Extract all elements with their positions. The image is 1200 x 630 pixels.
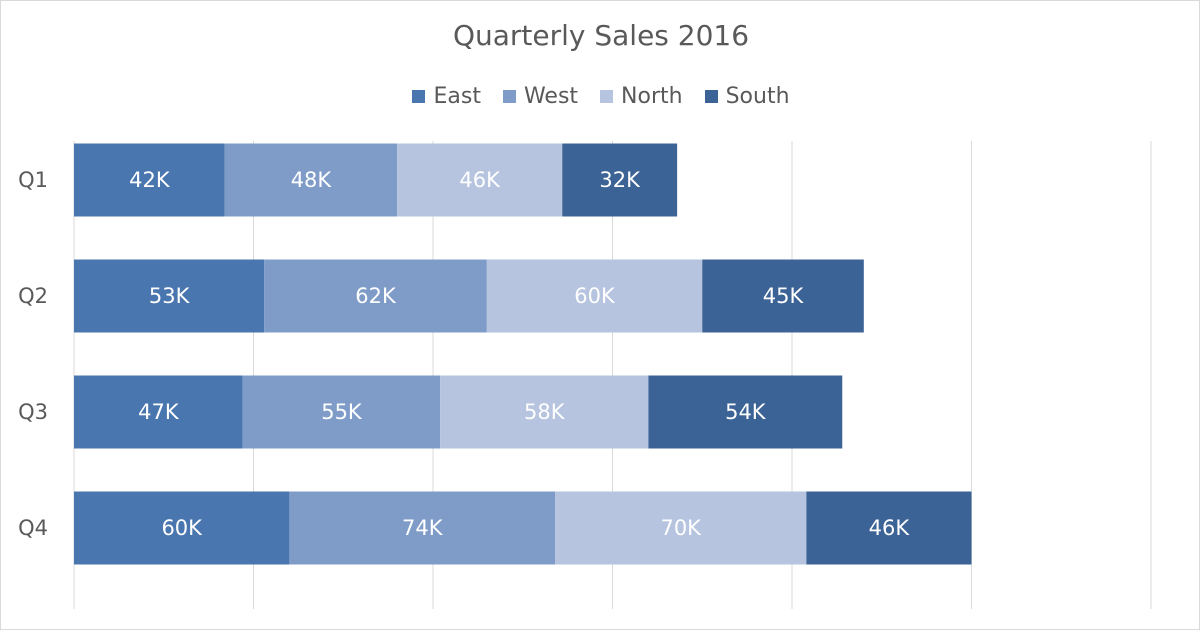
bar-east-q3 — [74, 375, 243, 449]
legend-label-south: South — [725, 84, 790, 109]
bar-west-q4 — [289, 491, 556, 565]
legend-label-east: East — [433, 84, 481, 109]
bar-east-q4 — [74, 491, 290, 565]
bar-east-q2 — [74, 259, 265, 333]
bar-north-q4 — [555, 491, 807, 565]
data-label-south-q2: 45K — [763, 284, 805, 308]
data-label-north-q2: 60K — [574, 284, 616, 308]
category-label-q2: Q2 — [18, 284, 48, 308]
legend-item-north: North — [600, 84, 683, 109]
data-label-north-q1: 46K — [459, 168, 501, 192]
data-label-south-q4: 46K — [869, 516, 911, 540]
bar-south-q2 — [702, 259, 864, 333]
bar-south-q3 — [648, 375, 843, 449]
data-label-west-q4: 74K — [402, 516, 444, 540]
data-label-east-q3: 47K — [138, 400, 180, 424]
data-label-east-q4: 60K — [161, 516, 203, 540]
legend-label-north: North — [621, 84, 683, 109]
bar-west-q2 — [264, 259, 487, 333]
data-label-east-q1: 42K — [129, 168, 171, 192]
category-label-q3: Q3 — [18, 400, 48, 424]
bar-west-q3 — [242, 375, 441, 449]
data-label-west-q1: 48K — [291, 168, 333, 192]
data-label-east-q2: 53K — [149, 284, 191, 308]
bar-east-q1 — [74, 143, 225, 217]
chart-title: Quarterly Sales 2016 — [452, 19, 750, 52]
legend-swatch-west — [502, 90, 516, 103]
legend-item-south: South — [704, 84, 790, 109]
data-label-south-q3: 54K — [725, 400, 767, 424]
data-label-north-q4: 70K — [660, 516, 702, 540]
category-label-q1: Q1 — [18, 168, 48, 192]
bar-north-q3 — [440, 375, 649, 449]
bar-west-q1 — [224, 143, 398, 217]
bar-north-q1 — [397, 143, 563, 217]
bar-south-q1 — [562, 143, 678, 217]
data-label-west-q3: 55K — [321, 400, 363, 424]
data-label-south-q1: 32K — [599, 168, 641, 192]
data-label-west-q2: 62K — [355, 284, 397, 308]
chart-legend: East West North South — [1, 84, 1200, 109]
data-label-north-q3: 58K — [524, 400, 566, 424]
legend-swatch-east — [412, 90, 426, 103]
bar-south-q4 — [806, 491, 972, 565]
legend-label-west: West — [523, 84, 579, 109]
legend-swatch-north — [600, 90, 614, 103]
legend-item-west: West — [502, 84, 579, 109]
legend-item-east: East — [412, 84, 481, 109]
category-label-q4: Q4 — [18, 516, 48, 540]
bar-north-q2 — [486, 259, 703, 333]
legend-swatch-south — [704, 90, 718, 103]
